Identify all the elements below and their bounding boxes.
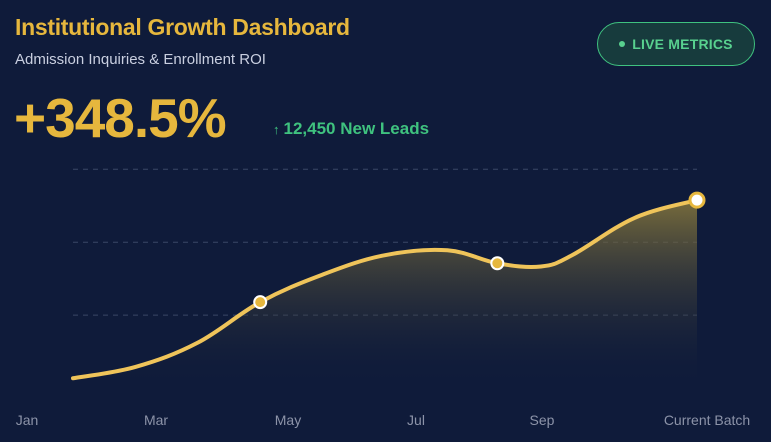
dashboard-subtitle: Admission Inquiries & Enrollment ROI [15,51,266,68]
live-metrics-badge[interactable]: LIVE METRICS [597,22,755,66]
growth-percentage: +348.5% [14,87,227,149]
x-tick-label: Sep [530,412,555,428]
x-tick-label: Jan [16,412,39,428]
data-point[interactable] [688,191,706,209]
new-leads-indicator: ↑ 12,450 New Leads [273,119,429,139]
data-point[interactable] [253,295,268,310]
new-leads-label: 12,450 New Leads [283,119,430,138]
x-tick-label: Mar [144,412,168,428]
dashboard-title: Institutional Growth Dashboard [15,14,350,40]
x-tick-label: Jul [407,412,425,428]
arrow-up-icon: ↑ [273,122,280,137]
x-tick-label: May [275,412,301,428]
live-metrics-label: LIVE METRICS [632,36,733,52]
live-dot-icon [619,41,626,47]
data-point[interactable] [490,256,505,271]
x-tick-label: Current Batch [664,412,750,428]
chart-area-fill [73,200,697,388]
chart-series-line [71,198,699,381]
